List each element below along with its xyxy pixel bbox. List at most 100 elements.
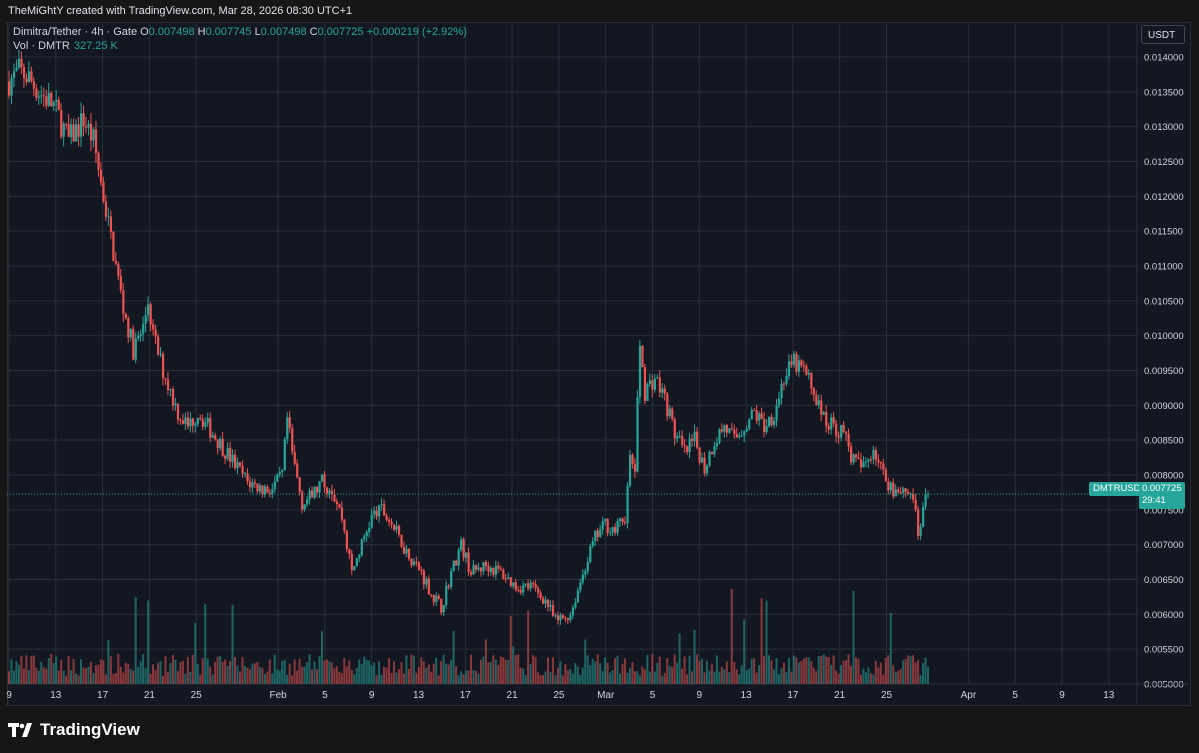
candle-body xyxy=(281,470,284,472)
volume-bar xyxy=(368,660,371,684)
volume-bar xyxy=(67,656,70,684)
volume-bar xyxy=(45,668,48,684)
volume-bar xyxy=(298,658,301,684)
candle-body xyxy=(65,123,68,125)
volume-bar xyxy=(253,663,256,684)
volume-bar xyxy=(825,656,828,684)
candle-body xyxy=(335,501,339,505)
volume-bar xyxy=(519,667,522,684)
volume-bar xyxy=(236,665,239,684)
time-tick-label: 17 xyxy=(97,690,109,701)
candle-body xyxy=(715,442,719,446)
candle-body xyxy=(415,561,418,563)
price-tick-label: 0.008000 xyxy=(1144,471,1184,482)
time-tick-label: 21 xyxy=(507,690,519,701)
candle-body xyxy=(611,526,614,533)
volume-bar xyxy=(325,659,328,684)
candle-body xyxy=(385,515,388,520)
price-tick-label: 0.008500 xyxy=(1144,436,1184,447)
candle-body xyxy=(748,419,751,429)
volume-bar xyxy=(231,604,234,684)
candle-body xyxy=(599,529,602,537)
candle-body xyxy=(857,457,860,460)
candle-body xyxy=(790,361,793,365)
candle-body xyxy=(176,403,180,420)
volume-bar xyxy=(109,656,112,684)
volume-bar xyxy=(817,656,820,684)
volume-bar xyxy=(884,657,887,684)
candle-body xyxy=(671,408,674,420)
candle-body xyxy=(591,541,594,547)
candle-body xyxy=(35,88,38,98)
time-tick-label: 9 xyxy=(697,690,703,701)
candle-body xyxy=(25,78,28,82)
candle-body xyxy=(912,493,915,500)
volume-bar xyxy=(375,675,378,684)
candle-body xyxy=(395,526,398,530)
candle-body xyxy=(159,353,162,355)
candle-body xyxy=(390,521,393,525)
candle-body xyxy=(822,412,825,415)
volume-bar xyxy=(867,667,870,684)
volume-bar xyxy=(551,657,554,684)
volume-bar xyxy=(358,659,361,684)
candle-body xyxy=(214,435,217,440)
volume-bar xyxy=(887,655,890,684)
candle-body xyxy=(67,124,70,137)
volume-bar xyxy=(584,639,587,684)
volume-bar xyxy=(142,654,145,684)
volume-bar xyxy=(469,654,472,684)
candle-body xyxy=(718,429,721,443)
currency-button[interactable]: USDT xyxy=(1141,25,1185,44)
candle-body xyxy=(430,594,433,596)
volume-bar xyxy=(889,612,892,684)
volume-bar xyxy=(460,671,463,684)
volume-bar xyxy=(47,657,50,684)
tradingview-brand[interactable]: TradingView xyxy=(8,718,140,742)
volume-bar xyxy=(392,661,395,684)
candle-body xyxy=(509,577,512,587)
candle-body xyxy=(199,417,202,420)
candle-body xyxy=(840,424,843,438)
open-label: O xyxy=(140,26,149,38)
volume-bar xyxy=(758,665,761,684)
candle-body xyxy=(586,562,589,572)
volume-bar xyxy=(17,664,20,684)
price-tick-label: 0.011000 xyxy=(1144,262,1183,273)
candle-body xyxy=(879,462,883,464)
volume-bar xyxy=(559,661,562,684)
candle-body xyxy=(219,438,222,449)
volume-bar xyxy=(390,673,393,684)
candle-body xyxy=(792,353,796,365)
volume-bar xyxy=(353,674,356,684)
volume-bar xyxy=(22,668,25,684)
volume-bar xyxy=(373,662,376,684)
candle-body xyxy=(805,365,808,375)
candle-body xyxy=(308,490,311,500)
candle-body xyxy=(119,275,122,291)
candle-body xyxy=(810,372,813,389)
candle-body xyxy=(450,571,453,588)
candle-body xyxy=(301,491,304,510)
candle-body xyxy=(417,562,421,570)
volume-bar xyxy=(482,656,485,684)
candle-body xyxy=(325,487,329,494)
change-value: +0.000219 (+2.92%) xyxy=(366,26,467,38)
candle-body xyxy=(864,461,868,463)
candle-body xyxy=(442,605,445,613)
volume-bar xyxy=(713,671,716,684)
volume-bar xyxy=(42,667,45,684)
candlestick-chart[interactable]: 0.005000 0.005500 0.006000 0.006500 0.007000… xyxy=(7,22,1191,706)
volume-bar xyxy=(532,655,535,684)
volume-bar xyxy=(845,660,848,684)
candle-body xyxy=(614,526,617,533)
candle-body xyxy=(551,605,555,616)
candle-body xyxy=(894,489,897,497)
price-tick-label: 0.012000 xyxy=(1144,192,1184,203)
volume-bar xyxy=(360,663,363,684)
volume-bar xyxy=(94,665,97,684)
candle-body xyxy=(216,439,219,449)
volume-bar xyxy=(720,666,723,684)
volume-bar xyxy=(832,655,835,684)
volume-bar xyxy=(636,671,639,684)
